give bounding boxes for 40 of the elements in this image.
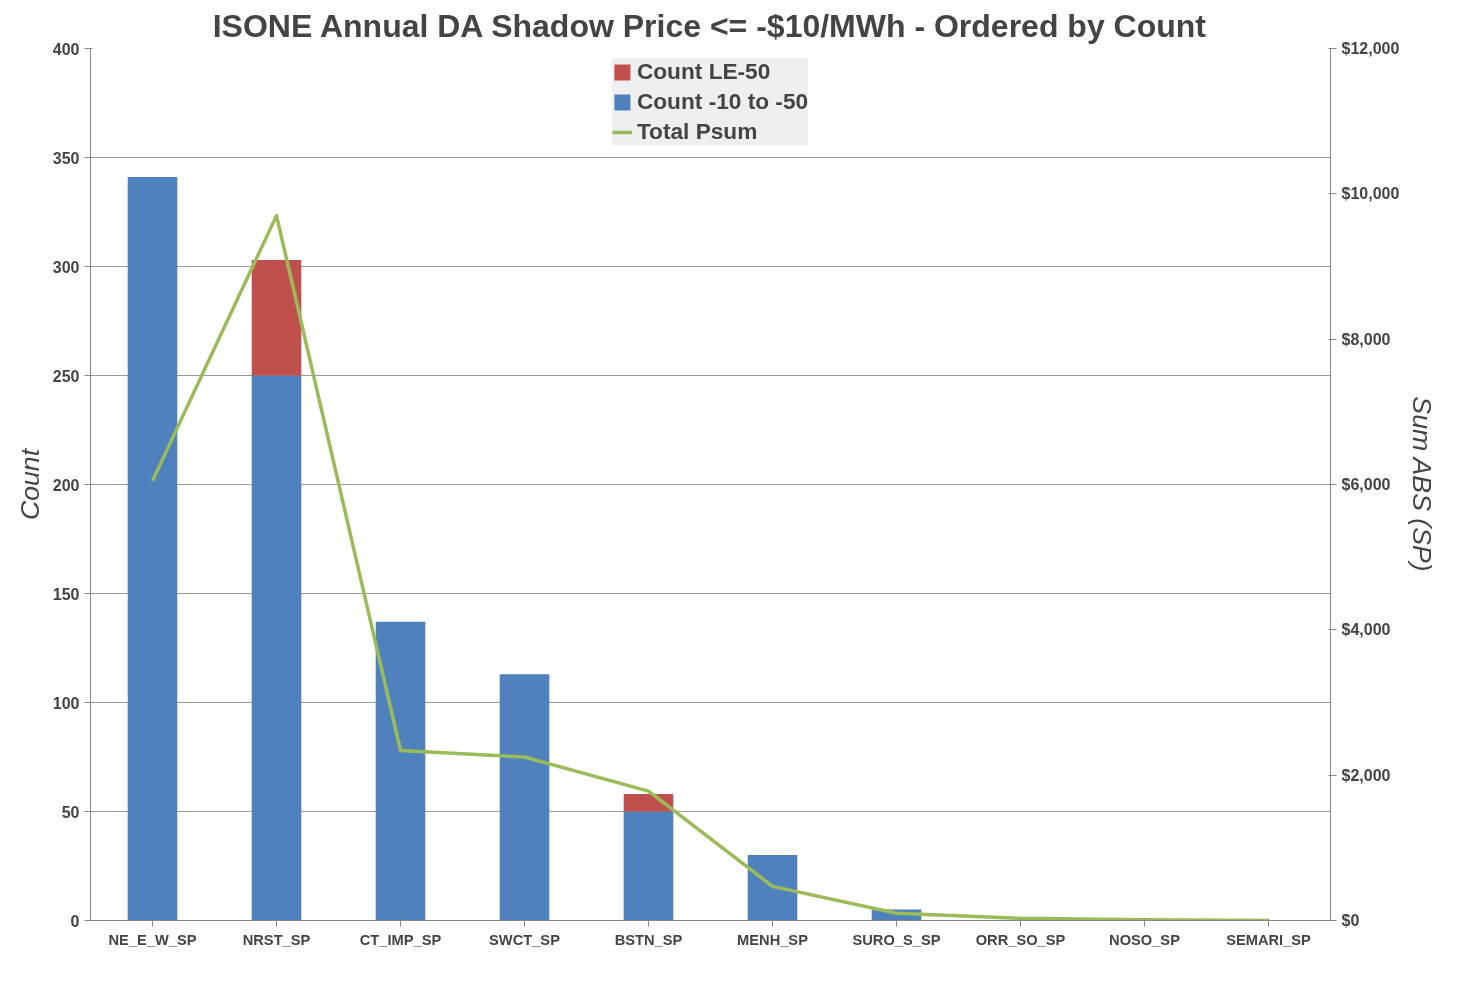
y2-tick-label: $0 bbox=[1341, 912, 1360, 929]
bar bbox=[251, 375, 302, 921]
bar bbox=[127, 177, 178, 921]
y2-tick-label: $12,000 bbox=[1341, 40, 1400, 57]
y-tick-label: 100 bbox=[52, 694, 80, 712]
chart-title: ISONE Annual DA Shadow Price <= -$10/MWh - Ordered by Count bbox=[212, 7, 1207, 44]
y2-tick-label: $8,000 bbox=[1341, 330, 1391, 348]
legend-label: Count LE-50 bbox=[636, 58, 771, 85]
y2-axis-title: Sum ABS (SP) bbox=[1407, 396, 1438, 572]
y-tick-label: 400 bbox=[52, 40, 80, 58]
bar bbox=[251, 259, 302, 376]
line-series bbox=[150, 213, 1271, 921]
y-tick-label: 300 bbox=[52, 258, 80, 276]
bar bbox=[747, 855, 798, 921]
bar bbox=[375, 621, 426, 921]
y-tick-label: 0 bbox=[70, 912, 80, 930]
y-tick-label: 50 bbox=[61, 803, 80, 821]
x-tick-label: ORR_SO_SP bbox=[975, 931, 1066, 948]
x-tick-label: NE_E_W_SP bbox=[108, 931, 197, 948]
legend-label: Total Psum bbox=[636, 118, 758, 145]
y2-tick-label: $2,000 bbox=[1341, 766, 1391, 784]
bar bbox=[623, 811, 674, 921]
legend-label: Count -10 to -50 bbox=[636, 88, 809, 115]
y-axis-title: Count bbox=[14, 447, 45, 521]
x-tick-label: NOSO_SP bbox=[1109, 931, 1181, 948]
x-tick-label: MENH_SP bbox=[737, 931, 809, 948]
y2-tick-label: $6,000 bbox=[1341, 476, 1391, 493]
x-tick-label: SEMARI_SP bbox=[1226, 931, 1312, 948]
x-tick-label: CT_IMP_SP bbox=[359, 931, 442, 948]
y-tick-label: 150 bbox=[52, 585, 80, 603]
x-tick-label: BSTN_SP bbox=[614, 931, 683, 948]
y2-tick-label: $4,000 bbox=[1341, 621, 1391, 639]
bar bbox=[499, 674, 550, 921]
x-tick-label: SWCT_SP bbox=[489, 931, 561, 948]
y-tick-label: 350 bbox=[52, 149, 80, 167]
y-tick-label: 200 bbox=[52, 476, 80, 494]
y-tick-label: 250 bbox=[52, 367, 80, 385]
y2-tick-label: $10,000 bbox=[1341, 185, 1400, 203]
x-tick-label: SURO_S_SP bbox=[852, 931, 941, 948]
x-tick-label: NRST_SP bbox=[242, 931, 311, 948]
